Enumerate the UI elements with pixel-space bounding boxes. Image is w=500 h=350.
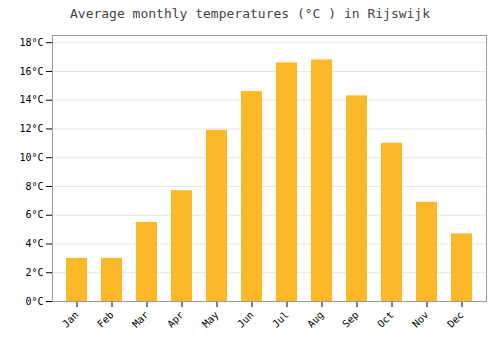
svg-text:Aug: Aug [305,309,326,330]
svg-text:16°C: 16°C [19,66,43,77]
svg-text:Mar: Mar [130,309,151,330]
svg-text:Apr: Apr [165,309,186,330]
svg-text:2°C: 2°C [25,267,43,278]
svg-text:8°C: 8°C [25,181,43,192]
svg-text:Jun: Jun [235,309,256,330]
svg-text:Dec: Dec [445,309,466,330]
svg-text:12°C: 12°C [19,123,43,134]
svg-text:Jan: Jan [60,309,81,330]
svg-text:Oct: Oct [375,309,396,330]
svg-text:Nov: Nov [410,309,431,330]
svg-text:May: May [200,309,221,330]
svg-text:Sep: Sep [340,309,361,330]
svg-text:Jul: Jul [270,309,291,330]
svg-text:Feb: Feb [95,309,116,330]
svg-text:10°C: 10°C [19,152,43,163]
svg-text:4°C: 4°C [25,238,43,249]
html-text:Average monthly temperatures (: Average monthly temperatures (°C ) in Ri… [70,6,430,21]
svg-text:6°C: 6°C [25,209,43,220]
svg-text:0°C: 0°C [25,296,43,307]
svg-text:14°C: 14°C [19,94,43,105]
svg-text:18°C: 18°C [19,37,43,48]
